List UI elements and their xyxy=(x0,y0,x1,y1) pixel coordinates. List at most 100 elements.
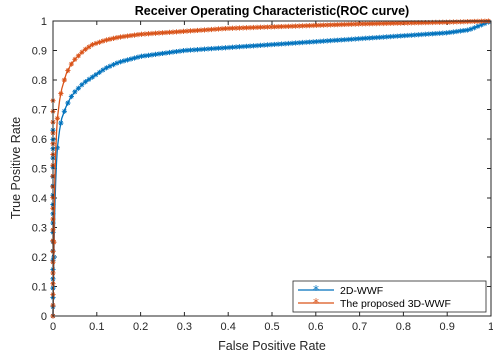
data-point-marker xyxy=(149,30,155,37)
data-point-marker xyxy=(471,25,477,31)
data-point-marker xyxy=(461,27,467,34)
data-point-marker xyxy=(352,21,358,27)
legend-marker-3d-wwf: * xyxy=(313,296,319,310)
data-point-marker xyxy=(268,42,274,48)
data-point-marker xyxy=(408,32,414,38)
data-point-marker xyxy=(454,28,460,35)
data-point-marker xyxy=(114,60,120,66)
data-point-marker xyxy=(65,67,71,74)
data-point-marker xyxy=(282,23,288,30)
x-tick-label: 0 xyxy=(50,321,56,333)
data-point-marker xyxy=(384,20,390,27)
data-point-marker xyxy=(387,34,393,40)
data-point-marker xyxy=(275,41,281,47)
data-point-marker xyxy=(194,27,201,34)
data-point-marker xyxy=(296,23,302,29)
data-point-marker xyxy=(433,19,439,26)
y-axis-label: True Positive Rate xyxy=(9,117,23,219)
data-point-marker xyxy=(380,20,386,27)
data-point-marker xyxy=(61,108,67,114)
legend: * 2D-WWF * The proposed 3D-WWF xyxy=(292,280,487,313)
data-point-marker xyxy=(275,24,281,30)
x-tick-label: 0.9 xyxy=(440,321,455,333)
data-point-marker xyxy=(412,32,418,38)
data-point-marker xyxy=(349,36,355,42)
x-tick-label: 0.8 xyxy=(396,321,411,333)
data-point-marker xyxy=(408,20,414,26)
data-point-marker xyxy=(310,39,316,45)
data-point-marker xyxy=(201,46,208,52)
data-point-marker xyxy=(440,30,446,36)
data-point-marker xyxy=(272,24,278,30)
data-point-marker xyxy=(208,26,215,33)
data-point-marker xyxy=(450,19,456,25)
data-point-marker xyxy=(384,34,390,40)
data-point-marker xyxy=(443,30,449,36)
data-point-marker xyxy=(82,46,89,52)
y-tick-label: 0.8 xyxy=(32,75,47,87)
data-point-marker xyxy=(272,41,278,48)
data-point-marker xyxy=(447,29,453,36)
data-point-marker xyxy=(222,45,229,51)
data-point-marker xyxy=(166,29,173,35)
data-point-marker xyxy=(454,19,460,25)
legend-marker-2d-wwf: * xyxy=(313,283,319,297)
data-point-marker xyxy=(107,63,113,69)
data-point-marker xyxy=(426,31,432,37)
data-point-marker xyxy=(93,40,99,47)
y-tick-label: 0.5 xyxy=(32,164,47,176)
data-point-marker xyxy=(468,18,474,25)
data-point-marker xyxy=(251,43,257,49)
data-point-marker xyxy=(124,33,131,39)
data-point-marker xyxy=(65,100,71,106)
data-point-marker xyxy=(86,76,92,83)
data-point-marker xyxy=(201,27,208,33)
data-point-marker xyxy=(457,19,463,25)
data-point-marker xyxy=(156,51,162,57)
data-point-marker xyxy=(303,39,309,45)
data-point-marker xyxy=(450,29,456,35)
data-point-marker xyxy=(110,62,117,68)
data-point-marker xyxy=(468,26,474,32)
data-point-marker xyxy=(198,46,204,52)
data-point-marker xyxy=(138,31,145,37)
data-point-marker xyxy=(265,24,271,30)
legend-box xyxy=(292,280,487,313)
data-point-marker xyxy=(233,44,239,50)
data-point-marker xyxy=(314,22,320,28)
data-point-marker xyxy=(426,19,432,26)
data-point-marker xyxy=(391,33,397,39)
data-point-marker xyxy=(286,23,292,29)
data-point-marker xyxy=(398,33,404,39)
data-point-marker xyxy=(457,28,463,34)
data-point-marker xyxy=(187,47,194,53)
data-point-marker xyxy=(321,22,327,28)
data-point-marker xyxy=(89,42,96,48)
data-point-marker xyxy=(261,42,267,48)
x-tick-label: 0.5 xyxy=(264,321,279,333)
data-point-marker xyxy=(121,33,127,40)
data-point-marker xyxy=(251,24,257,31)
data-point-marker xyxy=(152,30,159,36)
data-point-marker xyxy=(321,38,327,44)
data-point-marker xyxy=(79,82,85,88)
data-point-marker xyxy=(394,20,400,26)
data-point-marker xyxy=(96,39,103,45)
data-point-marker xyxy=(401,20,407,26)
data-point-marker xyxy=(142,53,148,59)
data-point-marker xyxy=(96,69,103,75)
data-point-marker xyxy=(377,34,383,40)
data-point-marker xyxy=(163,29,169,36)
data-point-marker xyxy=(331,22,337,28)
legend-label-2d-wwf: 2D-WWF xyxy=(340,285,383,297)
data-point-marker xyxy=(61,77,67,83)
x-tick-label: 0.6 xyxy=(308,321,323,333)
data-point-marker xyxy=(317,38,323,44)
chart-title: Receiver Operating Characteristic(ROC cu… xyxy=(135,4,409,18)
data-point-marker xyxy=(419,31,425,38)
data-point-marker xyxy=(373,34,379,41)
data-point-marker xyxy=(54,115,60,121)
data-point-marker xyxy=(58,90,64,97)
data-point-marker xyxy=(236,44,243,50)
data-point-marker xyxy=(205,46,211,52)
